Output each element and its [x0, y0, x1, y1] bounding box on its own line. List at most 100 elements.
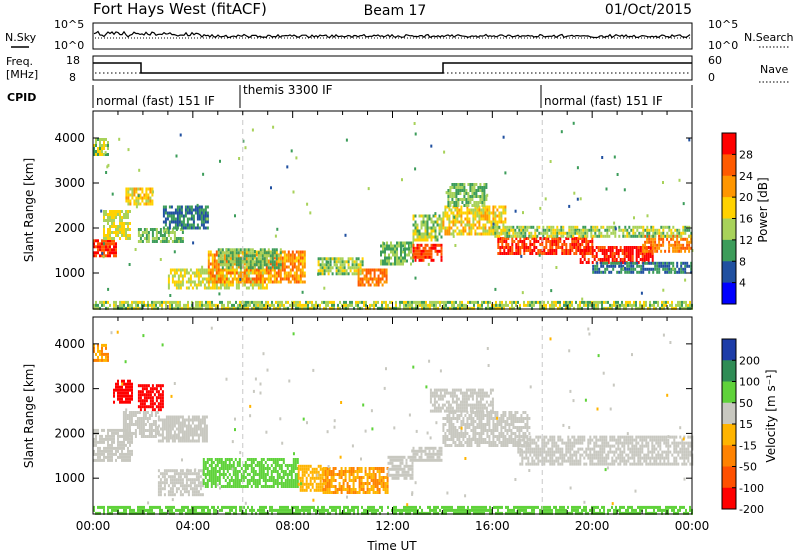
heatmap-cell: [596, 270, 599, 274]
heatmap-cell: [428, 249, 431, 253]
heatmap-cell: [482, 214, 485, 218]
heatmap-cell: [511, 249, 514, 252]
heatmap-cell: [677, 300, 679, 304]
heatmap-cell: [186, 220, 189, 224]
heatmap-cell: [490, 211, 493, 215]
heatmap-cell: [416, 252, 419, 256]
heatmap-cell: [129, 440, 131, 444]
heatmap-cell: [123, 234, 125, 237]
heatmap-cell: [565, 252, 568, 255]
heatmap-cell: [686, 261, 689, 265]
heatmap-cell: [103, 219, 105, 222]
heatmap-cell: [103, 141, 105, 144]
heatmap-cell: [129, 397, 131, 401]
heatmap-cell: [285, 274, 288, 278]
heatmap-cell: [481, 189, 484, 192]
heatmap-cell: [464, 223, 467, 227]
heatmap-cell: [596, 264, 599, 268]
heatmap-cell: [424, 235, 427, 239]
heatmap-cell: [436, 238, 439, 242]
heatmap-cell: [111, 434, 113, 438]
heatmap-cell: [549, 240, 552, 243]
heatmap-cell: [169, 271, 172, 275]
heatmap-cell: [167, 436, 170, 440]
heatmap-cell: [163, 493, 166, 497]
heatmap-cell: [187, 286, 190, 290]
heatmap-cell: [488, 211, 491, 215]
heatmap-cell: [644, 267, 647, 271]
heatmap-cell: [678, 270, 681, 274]
heatmap-cell: [449, 186, 452, 189]
heatmap-cell: [287, 280, 290, 284]
heatmap-cell: [621, 258, 624, 261]
heatmap-cell: [622, 231, 625, 235]
heatmap-cell: [469, 201, 472, 204]
heatmap-cell: [101, 358, 103, 362]
heatmap-cell: [187, 427, 190, 431]
heatmap-cell: [107, 254, 109, 258]
heatmap-cell: [97, 346, 99, 350]
heatmap-cell: [675, 303, 677, 307]
heatmap-cell: [176, 214, 179, 218]
heatmap-cell: [644, 240, 647, 244]
heatmap-cell: [249, 257, 252, 261]
heatmap-cell: [107, 434, 109, 438]
heatmap-cell: [230, 485, 233, 488]
heatmap-cell: [353, 263, 356, 267]
heatmap-cell: [155, 396, 158, 400]
heatmap-cell: [143, 402, 146, 406]
heatmap-cell: [641, 252, 644, 255]
heatmap-cell: [617, 252, 620, 255]
heatmap-cell: [159, 405, 162, 409]
heatmap-cell: [383, 274, 386, 278]
heatmap-cell: [144, 429, 147, 432]
heatmap-cell: [251, 260, 254, 264]
heatmap-cell: [563, 300, 565, 304]
heatmap-cell: [219, 251, 222, 255]
heatmap-cell: [427, 262, 430, 266]
heatmap-cell: [93, 449, 95, 453]
heatmap-cell: [125, 216, 127, 219]
heatmap-cell: [257, 274, 260, 278]
heatmap-cell: [637, 255, 640, 258]
heatmap-cell: [660, 225, 663, 229]
heatmap-cell: [275, 271, 278, 275]
heatmap-cell: [121, 452, 123, 456]
heatmap-cell: [629, 255, 632, 258]
heatmap-cell: [532, 225, 535, 229]
heatmap-cell: [384, 262, 386, 266]
heatmap-cell: [169, 268, 172, 272]
heatmap-cell: [242, 470, 245, 473]
heatmap-cell: [406, 253, 408, 257]
heatmap-cell: [365, 280, 368, 284]
heatmap-cell: [229, 254, 232, 258]
heatmap-cell: [414, 258, 417, 262]
heatmap-cell: [369, 268, 372, 272]
heatmap-cell: [581, 249, 584, 252]
heatmap-cell: [685, 303, 687, 307]
heatmap-cell: [269, 260, 272, 264]
heatmap-cell: [127, 199, 130, 203]
heatmap-cell: [602, 225, 605, 229]
heatmap-cell: [605, 187, 608, 191]
heatmap-cell: [151, 193, 154, 197]
heatmap-cell: [163, 469, 166, 473]
heatmap-cell: [479, 186, 482, 189]
heatmap-cell: [121, 210, 123, 213]
heatmap-cell: [228, 464, 231, 467]
heatmap-cell: [122, 411, 125, 414]
heatmap-cell: [568, 234, 571, 238]
heatmap-cell: [500, 217, 503, 221]
heatmap-cell: [658, 267, 661, 271]
heatmap-cell: [176, 205, 179, 209]
heatmap-cell: [563, 240, 566, 243]
heatmap-cell: [159, 228, 162, 231]
heatmap-cell: [179, 286, 182, 290]
heatmap-cell: [642, 231, 645, 235]
heatmap-cell: [680, 270, 683, 274]
heatmap-cell: [101, 153, 103, 156]
heatmap-cell: [128, 426, 131, 429]
heatmap-cell: [426, 235, 429, 239]
heatmap-cell: [414, 276, 417, 280]
heatmap-cell: [111, 251, 113, 255]
